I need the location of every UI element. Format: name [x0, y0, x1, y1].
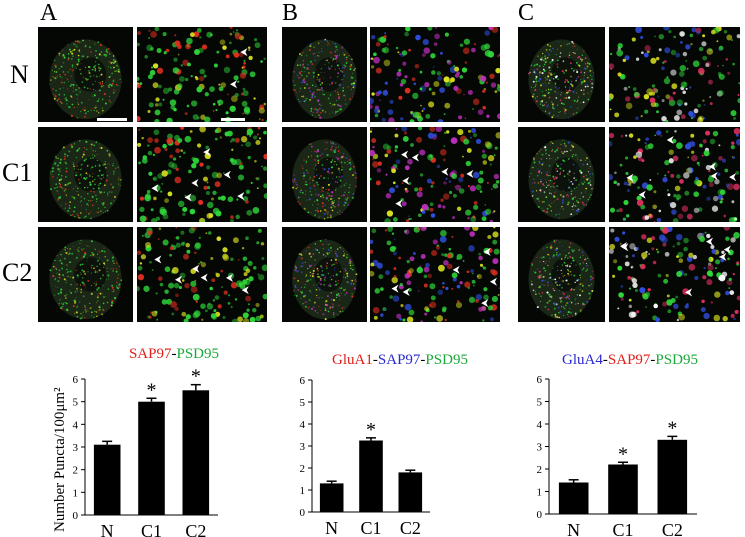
micrograph-a-1-zoom — [137, 27, 267, 122]
chart-a-ytick-label: 5 — [73, 397, 79, 409]
micrograph-c-2-zoom — [609, 127, 740, 222]
chart-c-bar — [657, 439, 688, 515]
chart-b-category-label: C1 — [360, 518, 381, 537]
chart-c-bar — [558, 482, 589, 514]
chart-a-title: SAP97-PSD95 — [84, 346, 264, 363]
micrograph-c-1-cell — [518, 27, 605, 122]
chart-c-category-label: N — [567, 520, 580, 537]
chart-b-title-part: GluA1 — [332, 352, 373, 368]
micrograph-b-1-cell — [282, 27, 367, 122]
scale-bar — [97, 118, 127, 121]
micrograph-b-3-cell — [282, 227, 367, 322]
chart-b-category-label: N — [325, 518, 338, 537]
chart-a-ytick-label: 3 — [73, 442, 79, 454]
chart-c-category-label: C1 — [612, 520, 633, 537]
micrograph-c-2-cell — [518, 127, 605, 222]
chart-b-category-label: C2 — [400, 518, 421, 537]
chart-c-ytick-label: 0 — [537, 509, 543, 521]
chart-b-bar — [319, 483, 344, 512]
micrograph-b-1-zoom — [370, 27, 500, 122]
chart-b-ytick-label: 3 — [300, 441, 306, 453]
chart-b-bar — [359, 440, 383, 512]
micrograph-a-3-zoom — [137, 227, 267, 322]
chart-c-ytick-label: 1 — [537, 487, 543, 499]
chart-c-significance-star: * — [618, 443, 628, 465]
chart-b-ytick-label: 4 — [300, 419, 306, 431]
chart-a-significance-star: * — [147, 379, 157, 401]
chart-a-ytick-label: 0 — [73, 510, 79, 522]
chart-c-ytick-label: 5 — [537, 397, 543, 409]
micrograph-b-2-cell — [282, 127, 367, 222]
chart-b-title-part: - — [420, 352, 426, 368]
chart-b-ytick-label: 6 — [300, 375, 306, 387]
scale-bar — [221, 118, 245, 121]
chart-b-title: GluA1-SAP97-PSD95 — [300, 352, 500, 369]
chart-a-bar — [93, 444, 121, 515]
chart-b-title-part: SAP97 — [377, 352, 421, 368]
micrograph-a-2-zoom — [137, 127, 267, 222]
micrograph-a-3-cell — [38, 227, 133, 322]
micrograph-b-2-zoom — [370, 127, 500, 222]
micrograph-c-3-cell — [518, 227, 605, 322]
chart-c-bar — [608, 464, 638, 514]
chart-b-ytick-label: 1 — [300, 485, 306, 497]
chart-c-category-label: C2 — [662, 520, 683, 537]
chart-a-ytick-label: 2 — [73, 465, 79, 477]
row-label-c1: C1 — [2, 158, 33, 187]
chart-a-title-part: PSD95 — [176, 346, 220, 362]
chart-b-title-part: PSD95 — [425, 352, 468, 368]
chart-a-category-label: N — [101, 521, 114, 537]
micrograph-c-3-zoom — [609, 227, 740, 322]
chart-c-ytick-label: 6 — [537, 374, 543, 386]
chart-b-significance-star: * — [366, 419, 376, 441]
chart-c-title: GluA4-SAP97-PSD95 — [530, 352, 730, 369]
chart-a-significance-star: * — [191, 366, 201, 388]
row-label-c2: C2 — [2, 258, 33, 287]
chart-b-bar — [398, 472, 423, 512]
chart-c-title-part: - — [602, 352, 608, 368]
chart-c-significance-star: * — [667, 417, 677, 439]
chart-c-title-part: GluA4 — [562, 352, 603, 368]
chart-c-ytick-label: 2 — [537, 464, 543, 476]
panel-letter-c: C — [518, 0, 535, 26]
chart-a-category-label: C1 — [141, 521, 162, 537]
micrograph-b-3-zoom — [370, 227, 500, 322]
chart-a-ytick-label: 6 — [73, 374, 79, 386]
chart-b-ytick-label: 2 — [300, 463, 306, 475]
chart-c-ytick-label: 4 — [537, 419, 543, 431]
micrograph-c-1-zoom — [609, 27, 740, 122]
chart-b-ytick-label: 5 — [300, 397, 306, 409]
micrograph-a-2-cell — [38, 127, 133, 222]
chart-b-ytick-label: 0 — [300, 507, 306, 519]
chart-a-ytick-label: 4 — [73, 419, 79, 431]
chart-a-bar — [138, 401, 165, 515]
chart-a-title-part: SAP97 — [128, 346, 172, 362]
chart-a-bar — [182, 390, 210, 515]
chart-c-title-part: - — [650, 352, 656, 368]
chart-a-category-label: C2 — [185, 521, 206, 537]
chart-c-title-part: SAP97 — [607, 352, 651, 368]
chart-c-title-part: PSD95 — [655, 352, 698, 368]
micrograph-a-1-cell — [38, 27, 133, 122]
chart-a-title-part: - — [171, 346, 177, 362]
chart-a-ytick-label: 1 — [73, 487, 79, 499]
chart-c-ytick-label: 3 — [537, 442, 543, 454]
panel-letter-b: B — [282, 0, 299, 26]
panel-letter-a: A — [40, 0, 58, 26]
row-label-n: N — [10, 60, 29, 89]
chart-b-title-part: - — [372, 352, 378, 368]
